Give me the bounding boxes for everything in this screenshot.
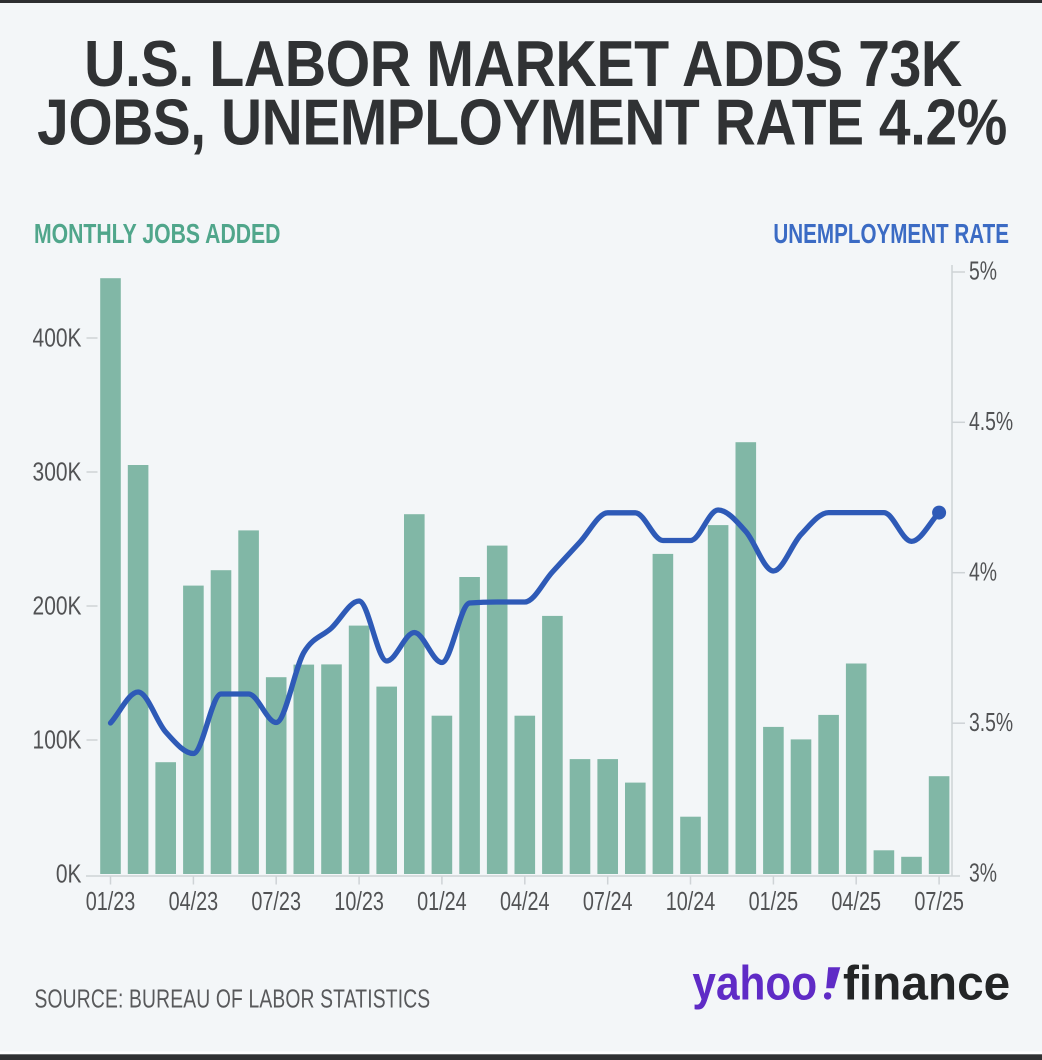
svg-text:07/23: 07/23 [251, 887, 301, 916]
svg-text:04/23: 04/23 [169, 887, 219, 916]
svg-text:400K: 400K [33, 324, 82, 353]
svg-text:SOURCE: BUREAU OF LABOR STATIS: SOURCE: BUREAU OF LABOR STATISTICS [35, 985, 431, 1013]
svg-text:01/25: 01/25 [749, 887, 799, 916]
svg-text:300K: 300K [33, 458, 82, 487]
svg-text:3%: 3% [969, 857, 997, 887]
svg-text:07/25: 07/25 [914, 887, 964, 916]
svg-text:MONTHLY JOBS ADDED: MONTHLY JOBS ADDED [34, 219, 281, 249]
svg-text:200K: 200K [33, 592, 82, 621]
svg-text:01/24: 01/24 [417, 887, 467, 916]
svg-text:04/24: 04/24 [500, 887, 550, 916]
svg-text:0K: 0K [56, 860, 82, 889]
svg-text:07/24: 07/24 [583, 887, 633, 916]
svg-text:10/24: 10/24 [666, 887, 716, 916]
svg-text:4%: 4% [969, 557, 997, 587]
svg-text:4.5%: 4.5% [969, 406, 1013, 436]
svg-text:finance: finance [843, 957, 1010, 1010]
svg-text:04/25: 04/25 [831, 887, 881, 916]
svg-text:yahoo: yahoo [692, 956, 817, 1010]
svg-text:01/23: 01/23 [86, 887, 136, 916]
svg-text:10/23: 10/23 [334, 887, 384, 916]
svg-text:5%: 5% [969, 256, 997, 286]
svg-text:100K: 100K [33, 726, 82, 755]
svg-text:JOBS, UNEMPLOYMENT RATE 4.2%: JOBS, UNEMPLOYMENT RATE 4.2% [37, 86, 1007, 158]
svg-text:U.S. LABOR MARKET ADDS 73K: U.S. LABOR MARKET ADDS 73K [84, 28, 962, 100]
svg-text:3.5%: 3.5% [969, 707, 1013, 737]
svg-text:UNEMPLOYMENT RATE: UNEMPLOYMENT RATE [773, 219, 1009, 250]
